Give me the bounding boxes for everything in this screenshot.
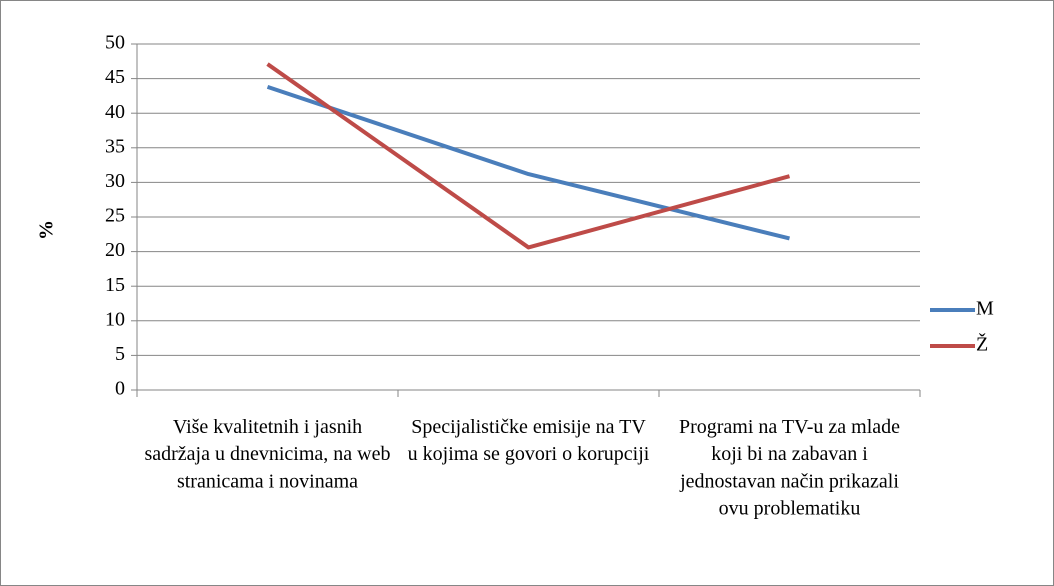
y-tick-label: 10	[105, 308, 125, 330]
x-tick-label: Specijalističke emisije na TV u kojima se…	[408, 416, 650, 465]
y-tick-label: 5	[115, 343, 125, 365]
legend-label: Ž	[976, 333, 988, 356]
y-tick-label: 20	[105, 239, 125, 261]
y-tick-label: 25	[105, 205, 125, 227]
y-tick-label: 15	[105, 274, 125, 296]
y-tick-label: 45	[105, 66, 125, 88]
y-tick-label: 0	[115, 378, 125, 400]
x-tick-label: Programi na TV-u za mlade koji bi na zaba…	[679, 416, 900, 520]
y-tick-label: 35	[105, 135, 125, 157]
y-tick-label: 50	[105, 32, 125, 54]
y-axis-label: %	[36, 220, 58, 240]
y-tick-label: 30	[105, 170, 125, 192]
series-line	[266, 85, 790, 241]
y-tick-label: 40	[105, 101, 125, 123]
series-line	[266, 62, 791, 250]
x-tick-label: Više kvalitetnih i jasnih sadržaja u dnev…	[144, 416, 390, 492]
legend-label: M	[976, 298, 994, 320]
